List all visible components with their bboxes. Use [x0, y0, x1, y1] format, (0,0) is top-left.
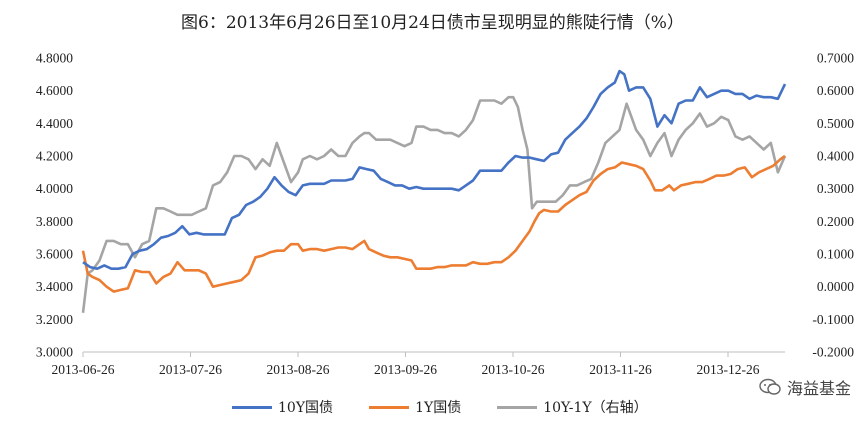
y-left-tick-label: 3.0000 — [36, 345, 73, 360]
y-left-tick-label: 4.2000 — [36, 149, 73, 164]
y-right-tick-label: -0.2000 — [812, 345, 854, 360]
legend-item-10y: 10Y国债 — [232, 397, 333, 417]
y-left-tick-label: 3.4000 — [36, 279, 73, 294]
y-right-tick-label: 0.2000 — [817, 214, 854, 229]
y-left-tick-label: 3.6000 — [36, 247, 73, 262]
y-right-tick-label: -0.1000 — [812, 312, 854, 327]
watermark-label: 海益基金 — [786, 379, 851, 398]
legend-swatch-10y — [232, 405, 272, 409]
y-left-tick-label: 4.0000 — [36, 181, 73, 196]
y-right-tick-label: 0.5000 — [817, 116, 854, 131]
wechat-icon — [759, 378, 781, 395]
y-left-tick-label: 4.8000 — [36, 51, 73, 66]
y-left-tick-label: 4.4000 — [36, 116, 73, 131]
y-right-tick-label: 0.6000 — [817, 83, 854, 98]
y-right-tick-label: 0.4000 — [817, 149, 854, 164]
chart-title: 图6：2013年6月26日至10月24日债市呈现明显的熊陡行情（%） — [181, 13, 684, 33]
y-right-tick-label: 0.1000 — [817, 247, 854, 262]
legend-swatch-spread — [497, 405, 538, 409]
legend-label-1y: 1Y国债 — [415, 400, 462, 416]
series-line-0 — [82, 69, 787, 270]
watermark: 海益基金 — [759, 375, 851, 399]
legend-item-spread: 10Y-1Y（右轴） — [497, 397, 648, 417]
y-right-tick-label: 0.3000 — [817, 181, 854, 196]
legend: 10Y国债 1Y国债 10Y-1Y（右轴） — [232, 398, 648, 416]
y-left-tick-label: 4.6000 — [36, 83, 73, 98]
series-line-1 — [81, 154, 786, 293]
legend-label-spread: 10Y-1Y（右轴） — [543, 400, 648, 416]
legend-item-1y: 1Y国债 — [369, 397, 461, 417]
y-right-tick-label: 0.7000 — [817, 51, 854, 66]
x-tick-label: 2013-09-26 — [374, 362, 437, 377]
y-left-tick-label: 3.8000 — [36, 214, 73, 229]
legend-swatch-1y — [369, 405, 410, 409]
x-tick-label: 2013-10-26 — [482, 362, 545, 377]
y-left-tick-label: 3.2000 — [36, 312, 73, 327]
x-tick-label: 2013-07-26 — [159, 362, 222, 377]
x-tick-label: 2013-11-26 — [589, 362, 652, 377]
x-tick-label: 2013-06-26 — [52, 362, 115, 377]
legend-label-10y: 10Y国债 — [278, 400, 334, 416]
x-tick-label: 2013-12-26 — [697, 362, 760, 377]
y-right-tick-label: 0.0000 — [817, 279, 854, 294]
x-tick-label: 2013-08-26 — [267, 362, 330, 377]
series-line-2 — [81, 95, 787, 313]
